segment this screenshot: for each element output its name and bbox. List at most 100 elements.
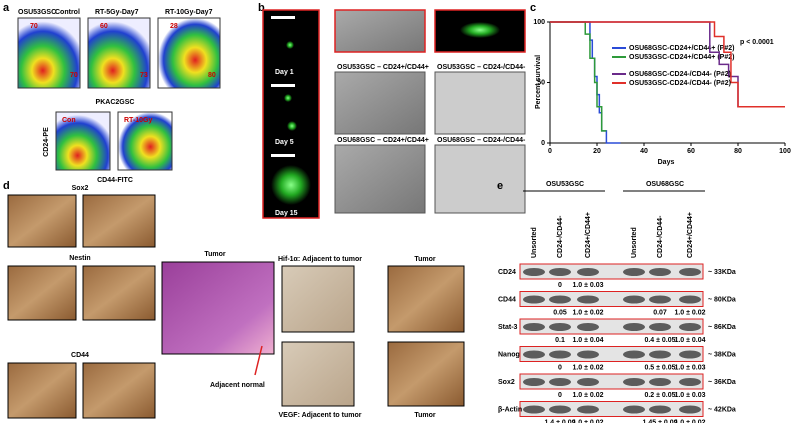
flow-plots	[17, 17, 221, 89]
stain-label: Sox2	[72, 185, 89, 192]
band	[679, 323, 701, 331]
y-tick-label: 100	[533, 19, 545, 26]
band	[577, 350, 599, 359]
band	[523, 268, 545, 276]
quant-label: 1.0 ± 0.04	[674, 337, 705, 344]
image-label: Hif-1α: Adjacent to tumor	[278, 256, 362, 263]
quant-label: 1.45 ± 0.09	[643, 419, 678, 423]
flow-plot	[117, 111, 173, 171]
band	[577, 295, 599, 304]
cell	[271, 165, 311, 205]
row-label: β-Actin	[498, 406, 522, 413]
kda-label: ~ 36KDa	[708, 379, 736, 386]
legend-label: OSU68GSC-CD24+/CD44+ (P#2)	[629, 45, 734, 52]
flow-plot	[157, 17, 221, 89]
blot-strip	[519, 373, 704, 390]
band	[649, 295, 671, 304]
cell	[284, 94, 292, 102]
plot-value: 70	[30, 23, 38, 30]
group-label: OSU68GSC	[646, 181, 684, 188]
x-tick-label: 0	[548, 148, 552, 155]
band	[523, 295, 545, 304]
y-axis-label: CD24-PE	[43, 127, 50, 157]
image	[82, 362, 156, 419]
scale-bar	[271, 16, 295, 19]
band	[549, 350, 571, 359]
quant-label: 0	[558, 282, 562, 289]
image	[387, 265, 465, 333]
quant-label: 0.1	[555, 337, 565, 344]
panel-label: e	[497, 180, 503, 192]
band	[623, 268, 645, 276]
plot-value: 80	[208, 72, 216, 79]
image	[434, 71, 526, 135]
image	[281, 265, 355, 333]
quant-label: 0	[558, 364, 562, 371]
band	[649, 350, 671, 359]
quant-label: 0.5 ± 0.05	[644, 364, 675, 371]
survival-line	[550, 21, 607, 132]
image	[334, 71, 426, 135]
survival-line	[550, 21, 621, 144]
cell	[287, 121, 297, 131]
band	[549, 295, 571, 304]
band	[623, 405, 645, 414]
image	[334, 9, 426, 53]
blot-strip	[519, 401, 704, 417]
kda-label: ~ 80KDa	[708, 296, 736, 303]
band	[679, 268, 701, 276]
column-label: CD24+/CD44+	[585, 212, 592, 258]
image	[334, 144, 426, 214]
column-label: CD24-/CD44-	[557, 215, 564, 258]
band	[623, 295, 645, 304]
band	[623, 350, 645, 359]
legend-label: OSU68GSC-CD24-/CD44- (P#2)	[629, 71, 731, 78]
group-label: OSU53GSC	[546, 181, 584, 188]
header: Control	[55, 9, 80, 16]
day-label: Day 15	[275, 210, 298, 217]
plot-value: 28	[170, 23, 178, 30]
row-label: CD44	[498, 296, 516, 303]
blot-strip	[519, 346, 704, 362]
band	[523, 378, 545, 386]
band	[549, 323, 571, 331]
quant-label: 1.0 ± 0.02	[572, 364, 603, 371]
scale-bar	[271, 154, 295, 157]
quant-label: 0.05	[553, 309, 567, 316]
flow-plot	[87, 17, 151, 89]
image-label: VEGF: Adjacent to tumor	[279, 412, 362, 419]
x-axis-label: CD44-FITC	[97, 177, 133, 184]
image-label: Tumor	[414, 256, 436, 263]
column-label: Unsorted	[531, 227, 538, 258]
band	[679, 295, 701, 304]
day-label: Day 1	[275, 69, 294, 76]
column-label: CD24-/CD44-	[657, 215, 664, 258]
quant-label: 1.0 ± 0.02	[572, 392, 603, 399]
caption: OSU53GSC – CD24-/CD44-	[437, 64, 526, 71]
stain-label: CD44	[71, 352, 89, 359]
band	[523, 405, 545, 414]
band	[679, 405, 701, 414]
band	[649, 323, 671, 331]
image	[82, 265, 156, 321]
x-axis-label: Days	[658, 159, 675, 166]
blot-strip	[519, 263, 704, 280]
plot-value: 73	[140, 72, 148, 79]
header: RT-10Gy-Day7	[165, 9, 213, 16]
quant-label: 0	[558, 392, 562, 399]
image	[161, 261, 275, 355]
survival-line	[550, 21, 785, 108]
image	[434, 9, 526, 53]
plot-label: Con	[62, 117, 76, 124]
kda-label: ~ 86KDa	[708, 324, 736, 331]
band	[577, 405, 599, 414]
quant-label: 1.0 ± 0.02	[674, 309, 705, 316]
kda-label: ~ 38KDa	[708, 351, 736, 358]
image	[7, 265, 77, 321]
image	[387, 341, 465, 407]
image	[82, 194, 156, 248]
survival-chart: 0 50 100 0 20 40 60 80 100 OSU68GSC-CD24+/CD44+ (…	[533, 19, 791, 155]
quant-label: 1.0 ± 0.02	[572, 309, 603, 316]
band	[577, 268, 599, 276]
row-label: CD24	[498, 269, 516, 276]
